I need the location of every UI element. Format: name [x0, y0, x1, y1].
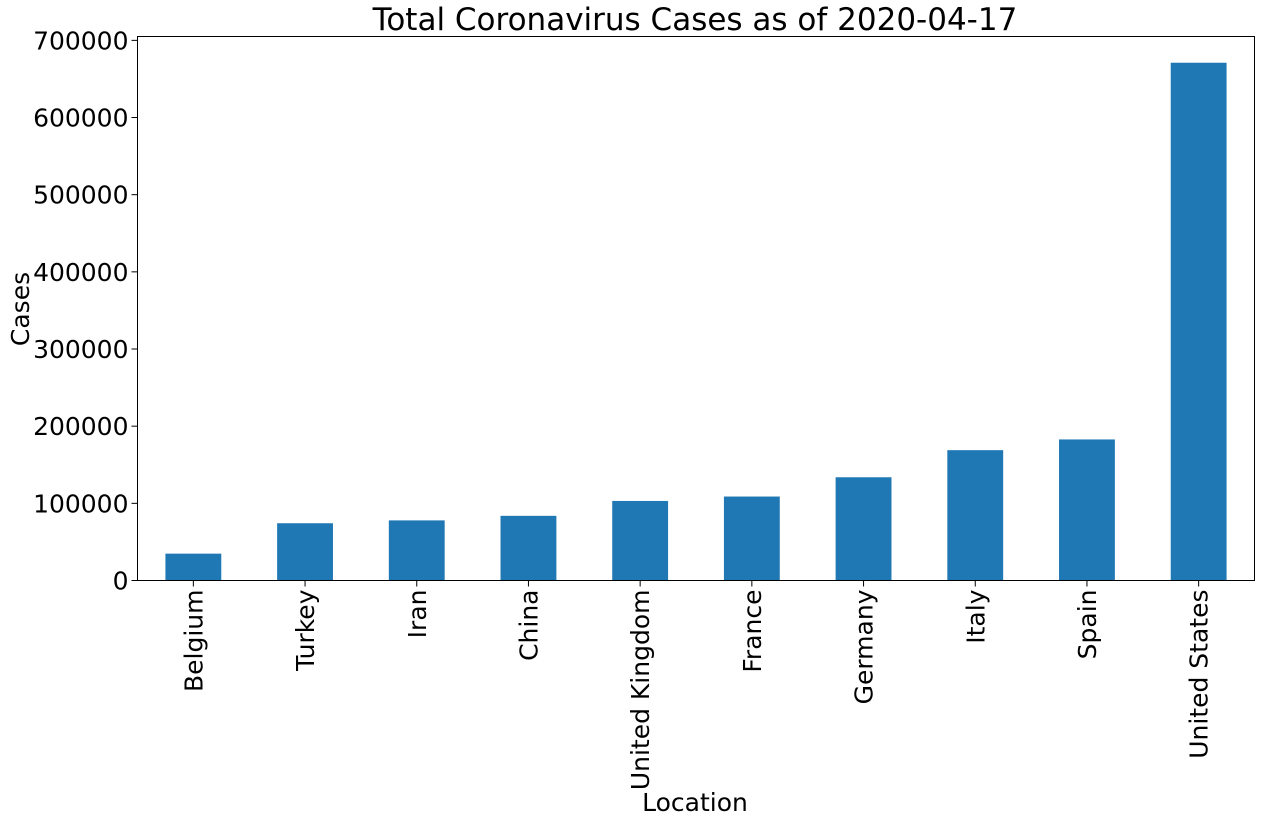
x-tick-label: Germany	[850, 589, 879, 704]
y-axis-ticks: 0 100000 200000 300000 400000 500000 600000 700…	[33, 26, 138, 596]
y-tick-label: 100000	[33, 489, 128, 518]
x-tick-label: Turkey	[291, 589, 320, 672]
x-tick-label: China	[514, 590, 543, 661]
bar-france	[723, 496, 780, 581]
bar-spain	[1059, 439, 1115, 581]
y-tick-label: 0	[113, 567, 129, 596]
x-tick-label: United Kingdom	[626, 590, 655, 791]
bar-china	[500, 515, 557, 581]
bar-united-states	[1170, 62, 1227, 581]
x-tick-label: Italy	[961, 589, 990, 643]
x-tick-label: Belgium	[179, 590, 208, 693]
bar-united-kingdom	[612, 500, 669, 581]
x-axis-ticks: Belgium Turkey Iran China United Kingdom Fran…	[179, 580, 1214, 791]
y-tick-label: 500000	[33, 181, 128, 210]
x-tick-label: Spain	[1073, 590, 1102, 660]
bar-turkey	[277, 523, 333, 581]
y-axis-label: Cases	[6, 272, 35, 346]
y-tick-label: 200000	[33, 412, 128, 441]
bars-group	[165, 62, 1227, 581]
x-tick-label: Iran	[403, 590, 432, 639]
plot-frame	[137, 36, 1255, 581]
y-tick-label: 300000	[33, 335, 128, 364]
bar-belgium	[165, 553, 222, 581]
y-tick-label: 400000	[33, 258, 128, 287]
y-tick-label: 600000	[33, 104, 128, 133]
bar-germany	[835, 477, 892, 581]
x-tick-label: France	[738, 590, 767, 673]
bar-italy	[947, 450, 1004, 581]
chart-title: Total Coronavirus Cases as of 2020-04-17	[372, 2, 1018, 38]
x-tick-label: United States	[1185, 590, 1214, 759]
y-tick-label: 700000	[33, 26, 128, 55]
x-axis-label: Location	[642, 788, 748, 817]
bar-iran	[388, 520, 445, 581]
